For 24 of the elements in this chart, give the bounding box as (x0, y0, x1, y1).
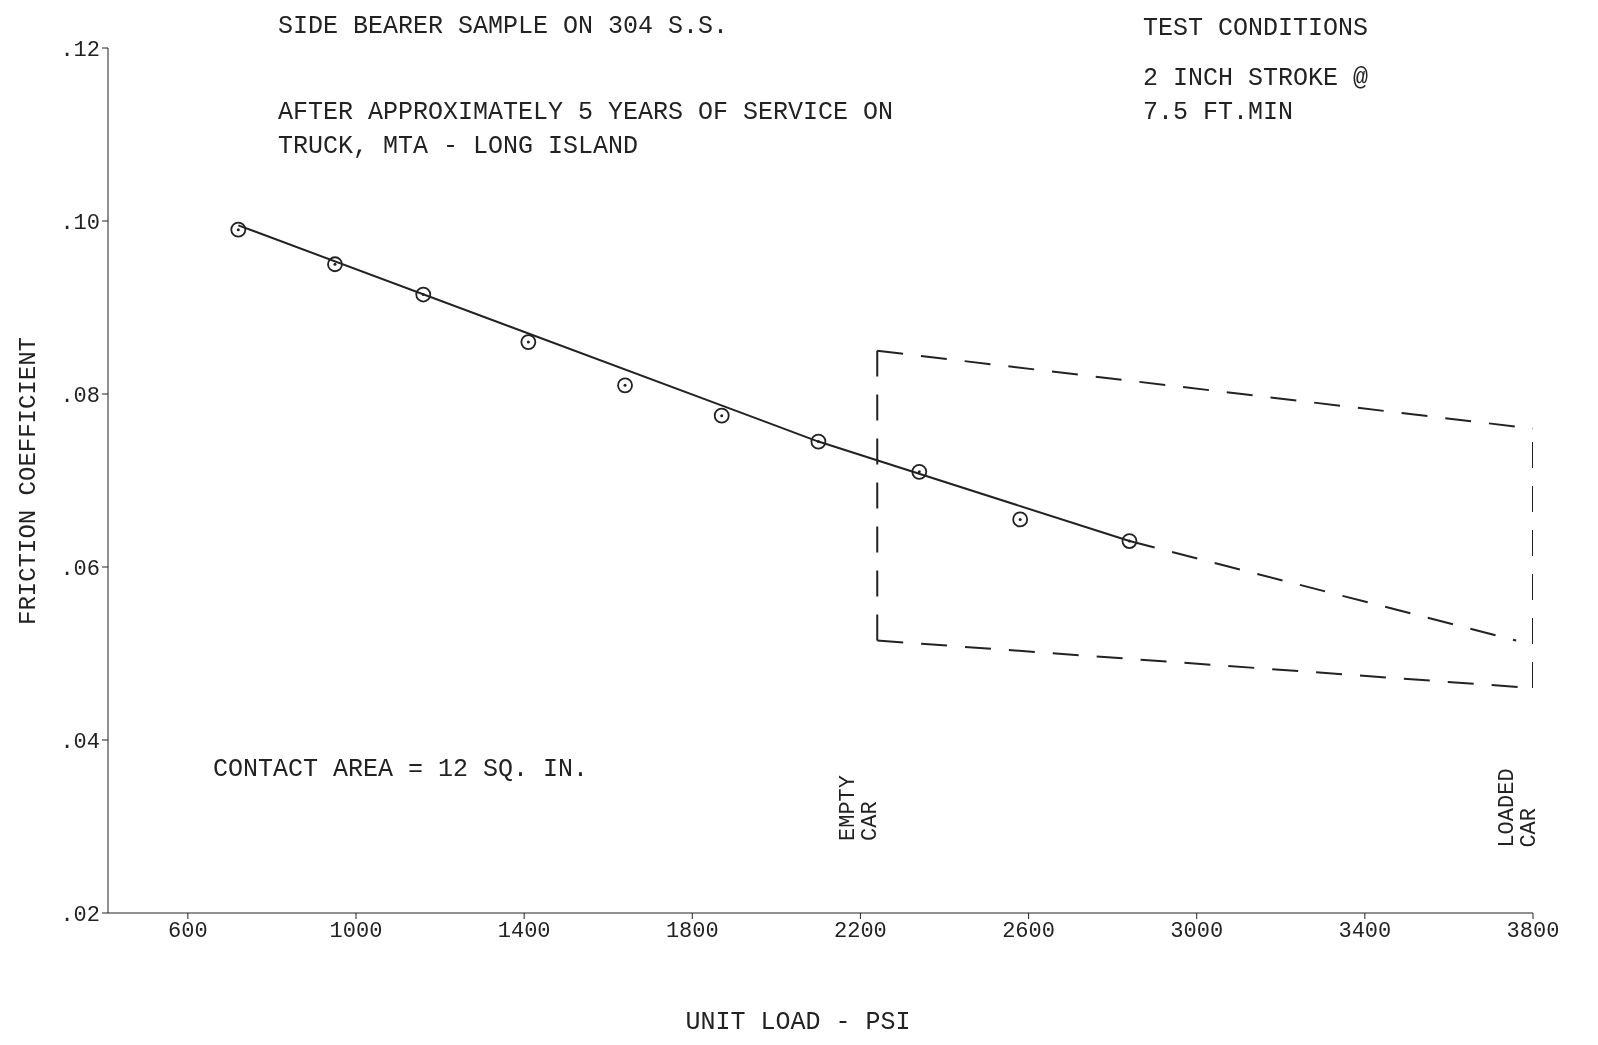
x-tick-label: 1400 (497, 918, 551, 944)
x-tick-label: 2600 (1002, 918, 1055, 944)
x-tick-label: 3400 (1338, 918, 1392, 944)
y-tick-label: .08 (60, 383, 100, 409)
annotation: CONTACT AREA = 12 SQ. IN. (213, 754, 589, 786)
x-tick-label: 1800 (665, 918, 719, 944)
chart-title: SIDE BEARER SAMPLE ON 304 S.S. (278, 12, 729, 41)
y-tick-label: .12 (60, 37, 100, 63)
annotation: EMPTY CAR (836, 774, 884, 842)
x-tick-label: 3800 (1506, 918, 1560, 944)
text: AFTER APPROXIMATELY 5 YEARS OF SERVICE ON TRUCK, MTA - LONG ISLAND (278, 97, 894, 163)
y-tick-label: .02 (60, 902, 100, 928)
x-tick-label: 1000 (329, 918, 383, 944)
x-tick-label: 600 (168, 918, 208, 944)
x-tick-label: 2200 (834, 918, 887, 944)
x-axis-title: UNIT LOAD - PSI (684, 1008, 912, 1037)
y-tick-label: .06 (60, 556, 100, 582)
annotation: LOADED CAR (1495, 768, 1542, 848)
x-tick-label: 3000 (1170, 918, 1224, 944)
y-tick-label: .10 (60, 210, 100, 236)
y-axis-title: FRICTION COEFFICIENT (14, 336, 42, 625)
y-tick-label: .04 (60, 729, 100, 755)
annotation: 2 INCH STROKE @ 7.5 FT.MIN (1143, 63, 1369, 129)
text: TEST CONDITIONS (1143, 13, 1369, 45)
